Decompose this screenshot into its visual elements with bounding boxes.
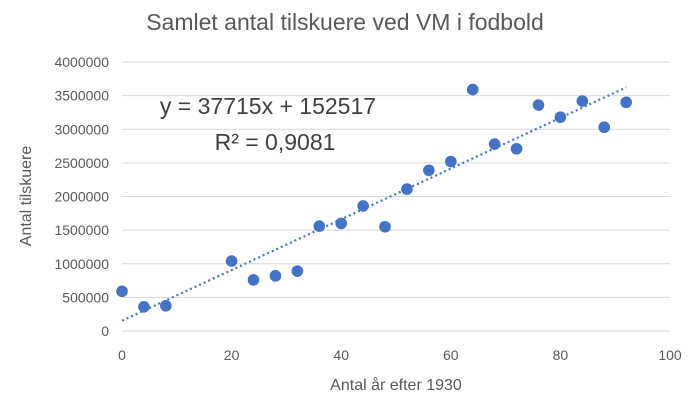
y-tick-label: 2500000 — [54, 155, 109, 171]
data-point — [401, 183, 413, 195]
data-point — [620, 96, 632, 109]
data-point — [466, 83, 479, 96]
y-tick-label: 3000000 — [54, 121, 109, 137]
y-tick-label: 4000000 — [54, 54, 109, 70]
data-point — [510, 142, 523, 155]
y-tick-label: 1500000 — [54, 222, 109, 238]
chart-title: Samlet antal tilskuere ved VM i fodbold — [146, 9, 544, 35]
data-point — [532, 99, 545, 111]
data-point — [554, 111, 567, 123]
trendline-equation: y = 37715x + 152517 — [160, 93, 376, 119]
x-tick-label: 20 — [224, 347, 240, 363]
data-point — [357, 200, 369, 212]
y-tick-label: 1000000 — [54, 256, 109, 272]
y-tick-label: 500000 — [62, 289, 109, 305]
trendline-r2: R² = 0,9081 — [215, 129, 336, 155]
data-point — [335, 217, 348, 230]
data-point — [116, 285, 128, 298]
data-point — [291, 265, 304, 277]
x-axis-label: Antal år efter 1930 — [330, 376, 462, 394]
x-tick-label: 60 — [443, 347, 459, 363]
y-tick-label: 3500000 — [54, 88, 109, 104]
data-points — [116, 83, 632, 313]
data-point — [160, 299, 172, 312]
y-axis-ticks: 0 500000 1000000 1500000 2000000 2500000 30000… — [54, 54, 109, 339]
data-point — [598, 121, 611, 134]
y-axis-label: Antal tilskuere — [18, 146, 35, 247]
data-point — [225, 255, 238, 267]
data-point — [313, 220, 326, 232]
x-tick-label: 100 — [658, 347, 682, 363]
gridlines — [122, 61, 670, 332]
data-point — [379, 220, 391, 233]
data-point — [138, 300, 150, 313]
data-point — [269, 270, 282, 282]
x-tick-label: 80 — [553, 347, 569, 363]
data-point — [445, 155, 457, 168]
x-axis-ticks: 0 20 40 60 80 100 — [118, 347, 682, 363]
data-point — [247, 274, 260, 286]
data-point — [488, 138, 501, 150]
data-point — [423, 164, 435, 177]
y-tick-label: 2000000 — [54, 189, 109, 205]
x-tick-label: 40 — [333, 347, 349, 363]
trendline — [121, 86, 627, 322]
x-tick-label: 0 — [118, 347, 126, 363]
data-point — [576, 95, 589, 107]
y-tick-label: 0 — [101, 323, 109, 339]
